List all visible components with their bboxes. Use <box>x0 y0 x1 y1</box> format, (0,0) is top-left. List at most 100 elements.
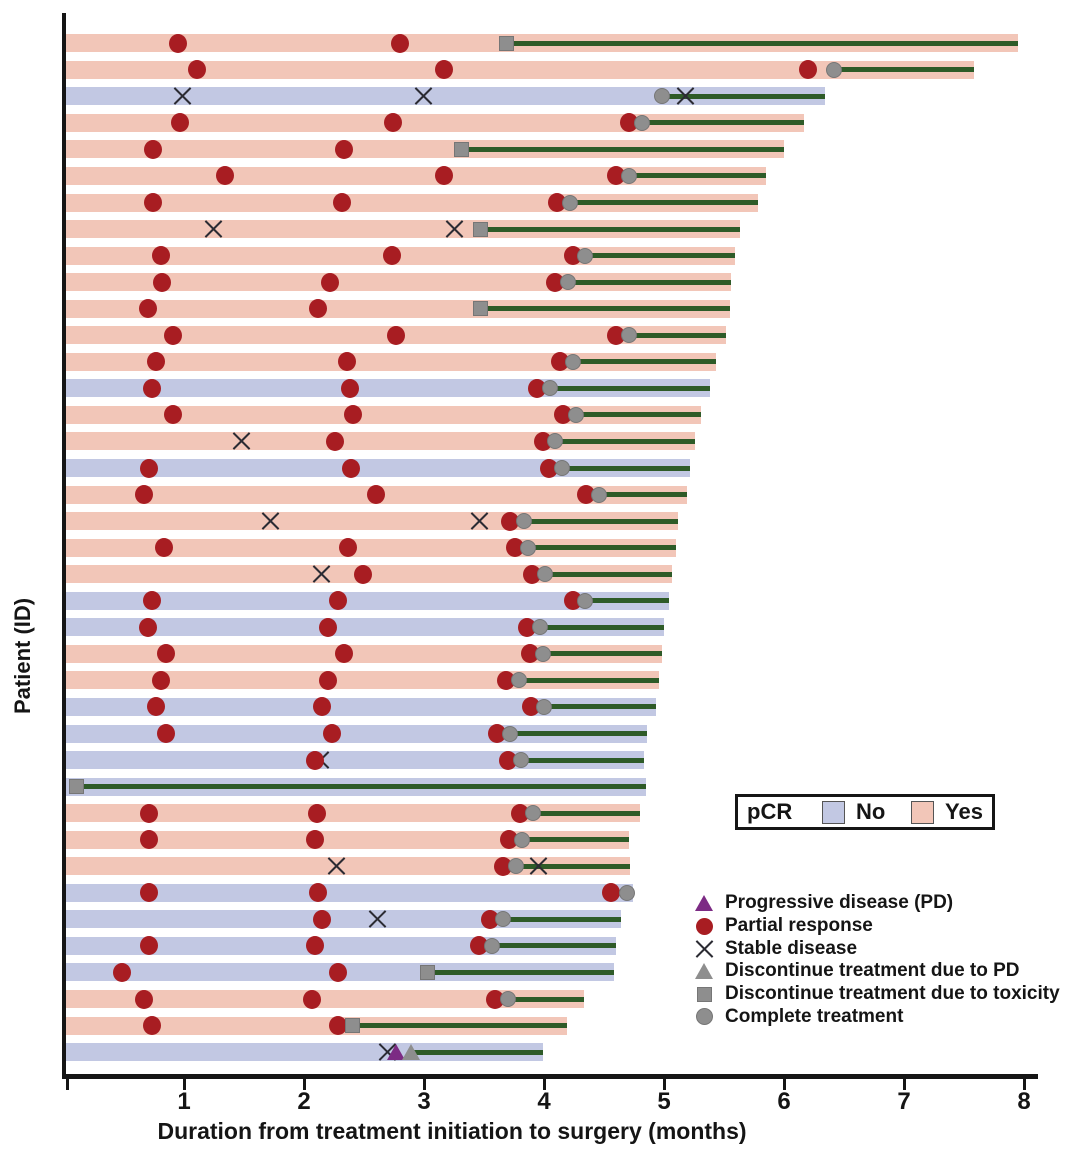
partial-response-marker <box>140 458 159 478</box>
partial-response-marker <box>328 591 347 611</box>
x-axis-tick-label: 6 <box>777 1088 791 1115</box>
partial-response-marker <box>577 485 595 505</box>
partial-response-marker <box>338 352 357 372</box>
partial-response-marker <box>607 166 625 186</box>
partial-response-marker <box>164 405 183 425</box>
partial-response-marker <box>305 750 324 770</box>
partial-response-marker <box>500 830 519 850</box>
stable-disease-marker <box>204 220 223 239</box>
complete-treatment-marker <box>510 672 527 689</box>
partial-response-marker <box>391 33 409 53</box>
partial-response-marker <box>539 458 558 478</box>
partial-response-marker <box>139 299 157 319</box>
partial-response-marker <box>494 856 513 876</box>
complete-treatment-marker <box>534 645 551 662</box>
legend-label: Discontinue treatment due to PD <box>725 960 1020 982</box>
treatment-line <box>533 810 640 816</box>
partial-response-marker <box>339 538 358 558</box>
treatment-line <box>523 518 679 524</box>
x-axis-tick-label: 2 <box>297 1088 311 1115</box>
x-axis-line <box>62 1074 1038 1079</box>
partial-response-marker <box>620 113 639 133</box>
partial-response-marker <box>501 511 520 531</box>
partial-response-marker <box>383 113 402 133</box>
progressive-disease-triangle-icon <box>692 895 716 912</box>
x-axis-tick <box>65 1079 69 1090</box>
patient-bar <box>66 618 664 637</box>
treatment-line <box>599 492 687 498</box>
complete-treatment-marker <box>508 858 525 875</box>
legend-item-stable-disease: Stable disease <box>692 937 1060 960</box>
pcr-no-swatch-icon <box>822 800 845 824</box>
stable-disease-marker <box>232 432 251 451</box>
x-axis-tick-label: 5 <box>657 1088 671 1115</box>
treatment-line <box>570 200 758 205</box>
patient-bar <box>66 591 669 610</box>
treatment-line <box>629 332 727 338</box>
partial-response-marker <box>511 803 529 823</box>
treatment-line <box>629 173 766 179</box>
partial-response-marker <box>303 989 322 1009</box>
partial-response-marker <box>139 617 157 637</box>
progressive-disease-marker <box>387 1044 406 1061</box>
partial-response-marker <box>215 166 234 186</box>
partial-response-marker <box>319 670 337 690</box>
partial-response-marker <box>164 325 183 345</box>
stable-disease-marker <box>676 87 695 106</box>
discontinue-toxicity-square-icon <box>692 986 716 1002</box>
complete-treatment-marker <box>520 539 537 556</box>
patient-bar <box>66 883 633 902</box>
stable-disease-marker <box>327 857 346 876</box>
treatment-line <box>545 571 673 577</box>
pcr-legend-title: pCR <box>747 799 793 824</box>
partial-response-marker <box>328 1016 347 1036</box>
complete-treatment-marker <box>576 592 593 609</box>
legend-label: Progressive disease (PD) <box>725 892 954 914</box>
partial-response-marker <box>523 564 541 584</box>
x-axis-tick <box>302 1079 306 1090</box>
treatment-line <box>576 412 702 418</box>
treatment-line <box>508 996 584 1002</box>
partial-response-marker <box>152 670 171 690</box>
treatment-line <box>584 253 735 259</box>
discontinue-toxicity-marker <box>344 1018 360 1034</box>
partial-response-marker <box>147 697 166 717</box>
x-axis-tick <box>782 1079 786 1090</box>
complete-treatment-marker <box>621 327 638 344</box>
partial-response-marker <box>607 325 625 345</box>
partial-response-marker <box>518 617 537 637</box>
pcr-yes-swatch-icon <box>911 800 935 824</box>
treatment-line <box>427 969 614 975</box>
treatment-line <box>492 943 616 949</box>
treatment-line <box>554 438 696 444</box>
complete-treatment-marker <box>621 167 638 184</box>
x-axis-tick-label: 4 <box>537 1088 551 1115</box>
patient-bar <box>66 697 656 716</box>
patient-bar <box>66 166 766 185</box>
complete-treatment-marker <box>568 406 585 423</box>
legend-label: Complete treatment <box>725 1005 904 1027</box>
partial-response-marker <box>143 193 162 212</box>
stable-disease-x-icon <box>692 939 716 958</box>
partial-response-marker <box>142 1016 161 1036</box>
discontinue-toxicity-marker <box>68 779 84 795</box>
pcr-legend: pCR No Yes <box>735 794 995 830</box>
partial-response-marker <box>313 909 331 929</box>
partial-response-marker <box>171 113 190 133</box>
partial-response-marker <box>313 697 331 717</box>
partial-response-marker <box>309 883 328 903</box>
stable-disease-marker <box>445 220 464 239</box>
partial-response-marker <box>527 378 546 398</box>
treatment-line <box>521 757 644 763</box>
treatment-line <box>572 359 716 365</box>
patient-bar <box>66 299 730 318</box>
partial-response-marker <box>520 644 539 664</box>
stable-disease-marker <box>368 910 387 929</box>
complete-treatment-marker <box>502 725 519 742</box>
complete-treatment-marker <box>536 698 552 715</box>
complete-treatment-marker <box>576 247 593 264</box>
patient-bar <box>66 193 758 212</box>
partial-response-marker <box>140 830 159 850</box>
treatment-line <box>568 279 732 285</box>
